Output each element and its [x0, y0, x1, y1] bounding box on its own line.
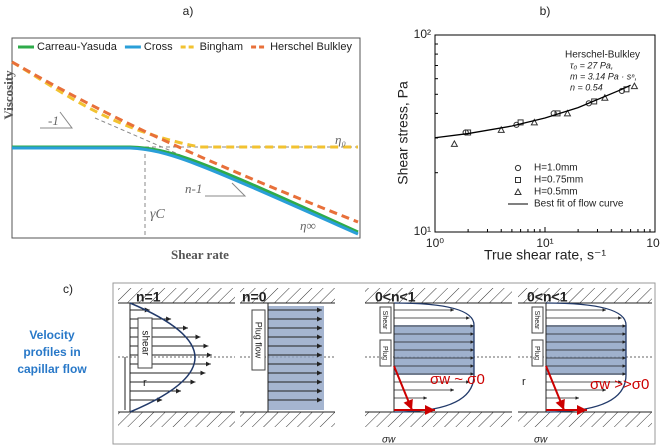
label: η∞ [300, 218, 316, 233]
point [514, 187, 522, 195]
label: H=0.75mm [534, 175, 583, 186]
wall [518, 412, 652, 427]
box [379, 306, 392, 334]
label: capillar flow [17, 362, 87, 376]
label: 10² [646, 236, 660, 250]
box [531, 339, 544, 367]
label: 0<n<1 [375, 289, 416, 305]
label: m = 3.14 Pa · sⁿ, [570, 71, 637, 81]
wall [240, 412, 335, 427]
label: Shear [533, 311, 540, 330]
label: Velocity [29, 328, 75, 342]
wall [118, 412, 235, 427]
curve [11, 60, 359, 224]
label: γC [150, 207, 166, 222]
panel-box [112, 282, 656, 445]
label: True shear rate, s⁻¹ [484, 247, 606, 263]
point [630, 82, 639, 90]
label: 10¹ [414, 224, 431, 238]
box [251, 309, 266, 371]
label: 0<n<1 [527, 289, 568, 305]
label: Plug [533, 346, 540, 360]
label: c) [63, 282, 73, 296]
label: Shear [381, 311, 388, 330]
label: n = 0.54 [570, 82, 603, 92]
point [563, 109, 572, 117]
label: H=0.5mm [534, 187, 578, 198]
point [530, 118, 539, 126]
point [514, 164, 522, 172]
label: 10² [414, 27, 431, 41]
plot-frame [11, 37, 361, 239]
label: r [522, 376, 526, 388]
curve [11, 60, 358, 149]
wall [118, 288, 235, 303]
label: profiles in [23, 345, 80, 359]
box [531, 306, 544, 334]
stress-arrow [545, 365, 565, 411]
point [517, 119, 524, 126]
guide [205, 182, 247, 197]
label: 10⁰ [426, 236, 444, 250]
point [515, 177, 521, 183]
label: η₀ [335, 132, 346, 147]
fit-line [434, 84, 631, 139]
label: b) [540, 4, 551, 18]
label: σw [382, 435, 396, 446]
label: Shear stress, Pa [395, 81, 411, 185]
label: Viscosity [1, 70, 16, 120]
label: r [143, 377, 147, 389]
curve [12, 146, 359, 236]
label: σw [534, 435, 548, 446]
box [137, 317, 153, 369]
wall [240, 288, 335, 303]
guide [40, 111, 73, 129]
label: n=0 [242, 289, 267, 305]
label: Plug [381, 346, 388, 360]
profile [129, 302, 196, 413]
wall [365, 288, 512, 303]
label: Best fit of flow curve [534, 199, 624, 210]
label: n=1 [136, 289, 161, 305]
label: -1 [48, 113, 59, 128]
label: a) [183, 4, 194, 18]
label: Shear rate [171, 247, 229, 262]
label: Bingham [200, 41, 243, 53]
label: 10¹ [536, 236, 553, 250]
wall [365, 412, 512, 427]
label: Herschel-Bulkley [565, 50, 640, 61]
label: H=1.0mm [534, 163, 578, 174]
label: σw >>σ0 [590, 376, 649, 393]
box [379, 339, 392, 367]
plug [268, 306, 324, 410]
point [497, 125, 506, 133]
label: n-1 [185, 181, 202, 196]
label: σw ~ σ0 [430, 371, 485, 388]
label: Cross [144, 41, 173, 53]
label: Carreau-Yasuda [37, 41, 118, 53]
wall [518, 288, 652, 303]
point [550, 110, 557, 117]
point [450, 139, 459, 147]
label: Plug flow [254, 322, 264, 359]
stress-arrow [393, 365, 413, 411]
label: Herschel Bulkley [270, 41, 352, 53]
label: τ₀ = 27 Pa, [570, 60, 613, 70]
label: shear [139, 330, 150, 356]
